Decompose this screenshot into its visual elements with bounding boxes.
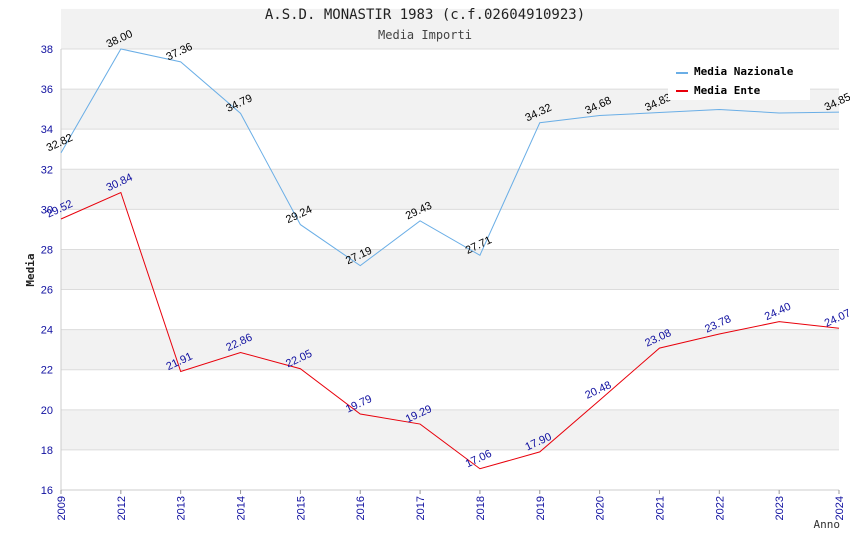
x-tick-labels: 2009 2012 2013 2014 2015 2016 2017 2018 2019 2020… [56, 490, 846, 520]
y-tick-label: 26 [41, 285, 53, 297]
x-tick-label: 2024 [834, 496, 846, 520]
x-tick-label: 2012 [116, 496, 128, 520]
y-tick-label: 20 [41, 405, 53, 417]
data-label: 24.07 [823, 307, 850, 330]
x-tick-label: 2013 [176, 496, 188, 520]
legend: Media Nazionale Media Ente [668, 60, 810, 100]
x-tick-label: 2014 [236, 496, 248, 520]
y-tick-label: 28 [41, 244, 53, 256]
data-label: 29.52 [45, 198, 75, 221]
legend-label-ente: Media Ente [694, 84, 761, 97]
legend-label-nazionale: Media Nazionale [694, 65, 794, 78]
data-label: 17.06 [464, 448, 494, 471]
x-tick-label: 2021 [654, 496, 666, 520]
series-line-ente [60, 191, 840, 470]
chart-subtitle: Media Importi [378, 28, 472, 42]
grid-band [61, 409, 839, 450]
legend-background [668, 60, 810, 100]
y-tick-label: 18 [41, 445, 53, 457]
x-tick-label: 2009 [56, 496, 68, 520]
series-lines [60, 48, 840, 470]
y-tick-label: 32 [41, 164, 53, 176]
chart-title: A.S.D. MONASTIR 1983 (c.f.02604910923) [265, 7, 585, 23]
y-tick-label: 22 [41, 365, 53, 377]
x-tick-label: 2015 [295, 496, 307, 520]
y-tick-label: 36 [41, 84, 53, 96]
y-tick-label: 34 [41, 124, 53, 136]
x-axis-label: Anno [814, 518, 841, 531]
y-tick-labels: 16 18 20 22 24 26 28 30 32 34 36 38 [41, 44, 53, 497]
grid-band [61, 8, 839, 49]
y-tick-label: 38 [41, 44, 53, 56]
y-tick-label: 30 [41, 204, 53, 216]
x-tick-label: 2022 [714, 496, 726, 520]
x-tick-label: 2019 [535, 496, 547, 520]
x-tick-label: 2020 [595, 496, 607, 520]
data-label: 20.48 [583, 379, 613, 402]
y-tick-label: 24 [41, 325, 53, 337]
plot-axes [60, 49, 839, 491]
x-tick-label: 2023 [774, 496, 786, 520]
data-label: 24.40 [763, 301, 793, 324]
grid-band [61, 169, 839, 210]
y-axis-label: Media [24, 253, 37, 286]
x-tick-label: 2016 [355, 496, 367, 520]
x-tick-label: 2018 [475, 496, 487, 520]
series-line-nazionale [60, 48, 840, 267]
x-tick-label: 2017 [415, 496, 427, 520]
y-tick-label: 16 [41, 485, 53, 497]
grid-band [61, 249, 839, 290]
